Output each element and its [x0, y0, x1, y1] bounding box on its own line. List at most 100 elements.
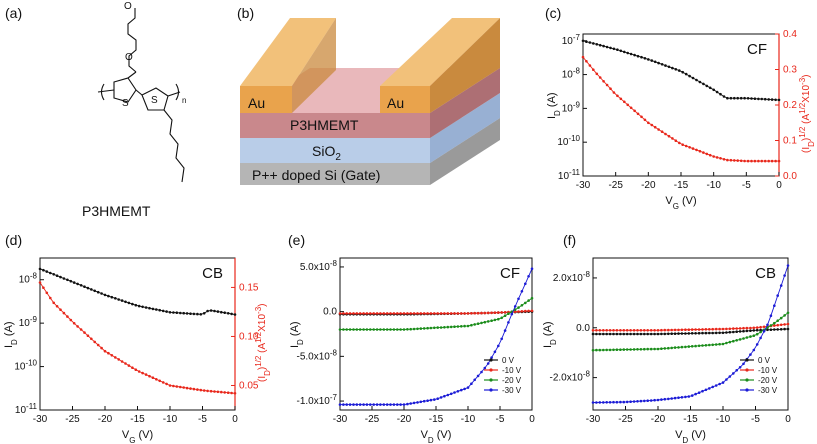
data-point [656, 347, 660, 351]
data-point [643, 118, 647, 122]
data-point [42, 268, 45, 272]
data-point [355, 328, 359, 331]
data-point [436, 312, 440, 315]
y-tick-label: 10-9 [562, 100, 581, 115]
data-point [721, 331, 725, 335]
data-point [165, 382, 168, 386]
x-tick-label: -10 [461, 414, 476, 425]
data-point [750, 159, 753, 163]
data-point [446, 312, 450, 315]
x-axis-label: VD (V) [421, 429, 452, 444]
x-axis-label: VD (V) [675, 429, 706, 444]
data-point [769, 328, 773, 332]
au-electrode-right-front [380, 86, 430, 113]
y-tick-label: 10-10 [14, 358, 37, 373]
oxide-layer-front [240, 138, 430, 163]
data-point [752, 348, 756, 352]
data-point [722, 95, 726, 98]
data-point [365, 328, 369, 331]
data-point [422, 312, 426, 315]
data-point [646, 332, 649, 336]
data-point [704, 331, 708, 335]
data-point [524, 309, 527, 313]
data-point [93, 340, 96, 344]
data-point [752, 334, 756, 338]
data-point [90, 288, 93, 291]
y2-tick-label: 0.10 [239, 331, 259, 342]
data-point [206, 309, 209, 313]
panel-label-e: (e) [288, 232, 305, 248]
sulfur-label-2: S [151, 95, 158, 106]
data-point [735, 339, 738, 342]
y2-tick-label: 0.05 [239, 380, 259, 391]
legend-marker [489, 358, 493, 362]
data-point [673, 332, 677, 336]
y-tick-label: 10-8 [562, 66, 581, 81]
chart-panel-d: (d) -30 -25 -20 -15 -10 -5 0 VG (V) 10-11 10-10 10-… [3, 232, 272, 444]
legend: 0 V-10 V-20 V-30 V [484, 356, 522, 395]
data-point [608, 329, 612, 332]
data-point [581, 55, 585, 59]
data-point [422, 327, 426, 330]
data-point [656, 398, 660, 402]
data-point [766, 323, 769, 327]
data-point [182, 311, 185, 315]
series-0-v [591, 327, 790, 336]
data-point [202, 312, 206, 315]
au-electrode-right-top [380, 18, 500, 86]
data-point [755, 332, 759, 336]
data-point [338, 328, 342, 331]
legend-label: -30 V [502, 386, 522, 395]
data-point [148, 374, 151, 378]
panel-label-a: (a) [5, 5, 22, 21]
data-point [439, 396, 443, 399]
data-point [660, 63, 664, 66]
data-point [749, 353, 752, 356]
data-point [480, 311, 483, 315]
data-point [490, 356, 493, 359]
x-tick-label: -20 [397, 414, 412, 425]
data-point [179, 385, 182, 389]
data-point [460, 312, 463, 315]
y2-tick-label: 0.1 [783, 136, 797, 147]
x-tick-label: -10 [163, 414, 178, 425]
x-tick-label: -5 [496, 414, 505, 425]
series-sqrt-i-d- [38, 281, 237, 395]
data-point [755, 326, 759, 329]
data-point [612, 348, 615, 352]
legend-marker [745, 378, 749, 382]
legend-marker [745, 358, 749, 362]
data-point [773, 328, 776, 331]
x-tick-label: 0 [232, 414, 238, 425]
data-point [497, 317, 500, 321]
y-tick-label: -5.0x10-8 [297, 348, 338, 363]
data-point [677, 396, 680, 400]
x-tick-label: -5 [742, 180, 751, 191]
data-point [59, 308, 62, 312]
data-point [460, 325, 463, 328]
data-point [375, 328, 379, 331]
data-point [38, 267, 42, 271]
data-point [702, 151, 705, 154]
data-point [715, 90, 719, 94]
data-point [742, 329, 745, 333]
data-point [226, 391, 230, 395]
data-point [732, 372, 735, 375]
data-point [633, 53, 636, 57]
data-point [52, 301, 55, 305]
data-point [158, 308, 161, 312]
data-point [649, 329, 653, 332]
data-point [185, 386, 189, 390]
data-point [439, 326, 443, 329]
data-point [786, 322, 790, 326]
y-tick-label: 10-8 [19, 271, 38, 286]
data-point [612, 329, 615, 332]
data-point [213, 309, 216, 313]
data-point [379, 312, 382, 315]
data-point [399, 328, 402, 331]
series-i-d [581, 39, 781, 102]
data-point [365, 403, 369, 406]
data-point [749, 329, 752, 333]
x-tick-label: -15 [130, 414, 145, 425]
data-point [182, 386, 185, 389]
